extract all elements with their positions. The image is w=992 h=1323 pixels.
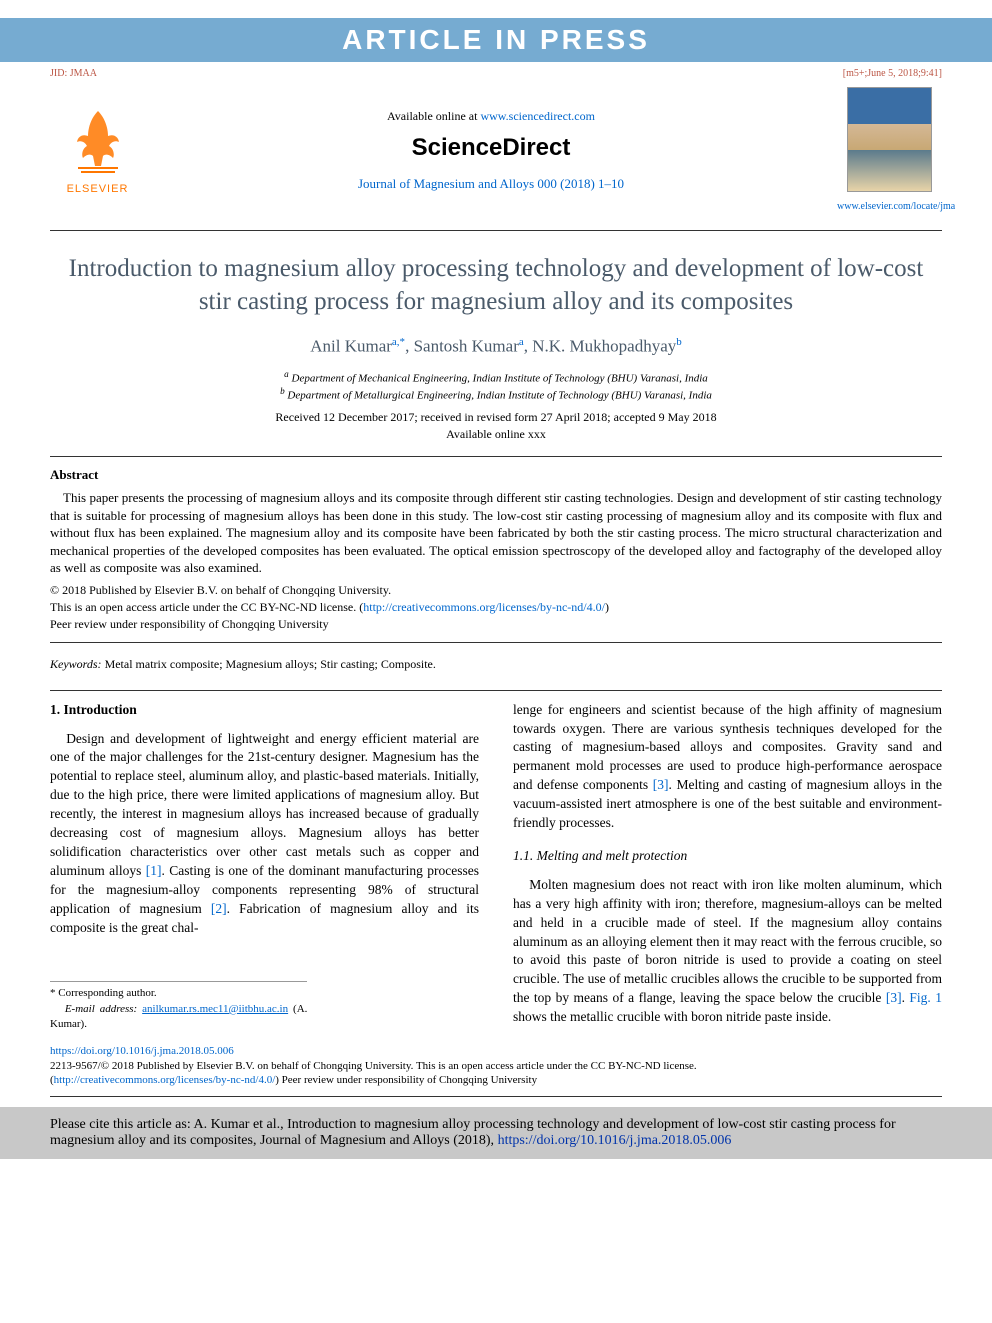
s11-p1c: shows the metallic crucible with boron n… <box>513 1009 831 1024</box>
section-1-heading: 1. Introduction <box>50 701 479 720</box>
article-title: Introduction to magnesium alloy processi… <box>50 253 942 318</box>
intro-paragraph-right: lenge for engineers and scientist becaus… <box>513 701 942 833</box>
avail-prefix: Available online at <box>387 109 480 123</box>
license-prefix: This is an open access article under the… <box>50 600 363 614</box>
author-list: Anil Kumara,*, Santosh Kumara, N.K. Mukh… <box>50 336 942 357</box>
publisher-logo-block: ELSEVIER <box>50 106 145 195</box>
affiliation-b: b Department of Metallurgical Engineerin… <box>50 386 942 402</box>
license-line: This is an open access article under the… <box>50 600 942 615</box>
section-1-1-paragraph: Molten magnesium does not react with iro… <box>513 876 942 1027</box>
affil-b-text: Department of Metallurgical Engineering,… <box>287 390 711 402</box>
masthead: ELSEVIER Available online at www.science… <box>50 87 942 231</box>
section-1-1-heading: 1.1. Melting and melt protection <box>513 847 942 866</box>
ref-3-link[interactable]: [3] <box>653 777 669 792</box>
affil-a-sup: a <box>284 369 289 379</box>
keywords-label: Keywords: <box>50 657 102 671</box>
available-online-line: Available online at www.sciencedirect.co… <box>145 109 837 124</box>
author-1-sup: a,* <box>392 336 405 348</box>
divider <box>50 690 942 691</box>
copyright-line-1: © 2018 Published by Elsevier B.V. on beh… <box>50 583 942 598</box>
intro-paragraph-left: Design and development of lightweight an… <box>50 730 479 938</box>
email-link[interactable]: anilkumar.rs.mec11@iitbhu.ac.in <box>142 1003 288 1015</box>
abstract-text: This paper presents the processing of ma… <box>50 489 942 577</box>
email-label: E-mail address: <box>65 1003 142 1015</box>
corr-email-line: E-mail address: anilkumar.rs.mec11@iitbh… <box>50 1002 307 1033</box>
available-online-xxx: Available online xxx <box>50 427 942 442</box>
author-3-sup: b <box>676 336 682 348</box>
elsevier-tree-icon <box>63 106 133 181</box>
citation-box: Please cite this article as: A. Kumar et… <box>0 1107 992 1159</box>
ref-1-link[interactable]: [1] <box>146 863 162 878</box>
footer-block: https://doi.org/10.1016/j.jma.2018.05.00… <box>50 1045 942 1089</box>
right-column: lenge for engineers and scientist becaus… <box>513 701 942 1033</box>
elsevier-label: ELSEVIER <box>67 183 129 195</box>
affil-b-sup: b <box>280 386 285 396</box>
top-meta: JID: JMAA [m5+;June 5, 2018;9:41] <box>50 68 942 79</box>
affiliation-a: a Department of Mechanical Engineering, … <box>50 369 942 385</box>
author-2: Santosh Kumar <box>414 337 519 356</box>
cite-doi-link[interactable]: https://doi.org/10.1016/j.jma.2018.05.00… <box>498 1133 732 1148</box>
peer-review-line: Peer review under responsibility of Chon… <box>50 617 942 632</box>
in-press-banner: ARTICLE IN PRESS <box>0 18 992 62</box>
footer-copyright: 2213-9567/© 2018 Published by Elsevier B… <box>50 1059 942 1089</box>
author-3: N.K. Mukhopadhyay <box>532 337 676 356</box>
author-1: Anil Kumar <box>310 337 392 356</box>
keywords-text: Metal matrix composite; Magnesium alloys… <box>102 657 436 671</box>
license-suffix: ) <box>605 600 609 614</box>
affil-a-text: Department of Mechanical Engineering, In… <box>292 372 708 384</box>
ref-2-link[interactable]: [2] <box>211 901 227 916</box>
footer-cc-link[interactable]: http://creativecommons.org/licenses/by-n… <box>54 1074 276 1086</box>
article-page: ARTICLE IN PRESS JID: JMAA [m5+;June 5, … <box>0 0 992 1179</box>
doi-link[interactable]: https://doi.org/10.1016/j.jma.2018.05.00… <box>50 1045 942 1057</box>
footer-line2-suffix: ) Peer review under responsibility of Ch… <box>275 1074 537 1086</box>
jid-label: JID: JMAA <box>50 68 97 79</box>
footer-line1: 2213-9567/© 2018 Published by Elsevier B… <box>50 1060 697 1072</box>
corresponding-author-block: * Corresponding author. E-mail address: … <box>50 981 307 1032</box>
journal-homepage-link[interactable]: www.elsevier.com/locate/jma <box>837 201 955 212</box>
journal-cover-block: www.elsevier.com/locate/jma <box>837 87 942 214</box>
divider <box>50 456 942 457</box>
divider <box>50 1096 942 1097</box>
journal-citation-line: Journal of Magnesium and Alloys 000 (201… <box>145 176 837 192</box>
sciencedirect-link[interactable]: www.sciencedirect.com <box>480 109 595 123</box>
keywords-block: Keywords: Metal matrix composite; Magnes… <box>50 657 942 672</box>
cite-text: Please cite this article as: A. Kumar et… <box>50 1117 896 1148</box>
ref-3b-link[interactable]: [3] <box>886 990 902 1005</box>
fig-1-link[interactable]: Fig. 1 <box>909 990 942 1005</box>
masthead-center: Available online at www.sciencedirect.co… <box>145 109 837 192</box>
s11-p1a: Molten magnesium does not react with iro… <box>513 877 942 1005</box>
article-dates: Received 12 December 2017; received in r… <box>50 410 942 425</box>
corr-star: * Corresponding author. <box>50 986 307 1001</box>
abstract-heading: Abstract <box>50 467 942 483</box>
body-columns: 1. Introduction Design and development o… <box>50 701 942 1033</box>
author-2-sup: a <box>519 336 524 348</box>
cc-license-link[interactable]: http://creativecommons.org/licenses/by-n… <box>363 600 605 614</box>
divider <box>50 642 942 643</box>
build-stamp: [m5+;June 5, 2018;9:41] <box>843 68 942 79</box>
p1a: Design and development of lightweight an… <box>50 731 479 878</box>
left-column: 1. Introduction Design and development o… <box>50 701 479 1033</box>
journal-cover-image <box>847 87 932 192</box>
sciencedirect-logo: ScienceDirect <box>145 134 837 162</box>
banner-text: ARTICLE IN PRESS <box>342 24 650 55</box>
